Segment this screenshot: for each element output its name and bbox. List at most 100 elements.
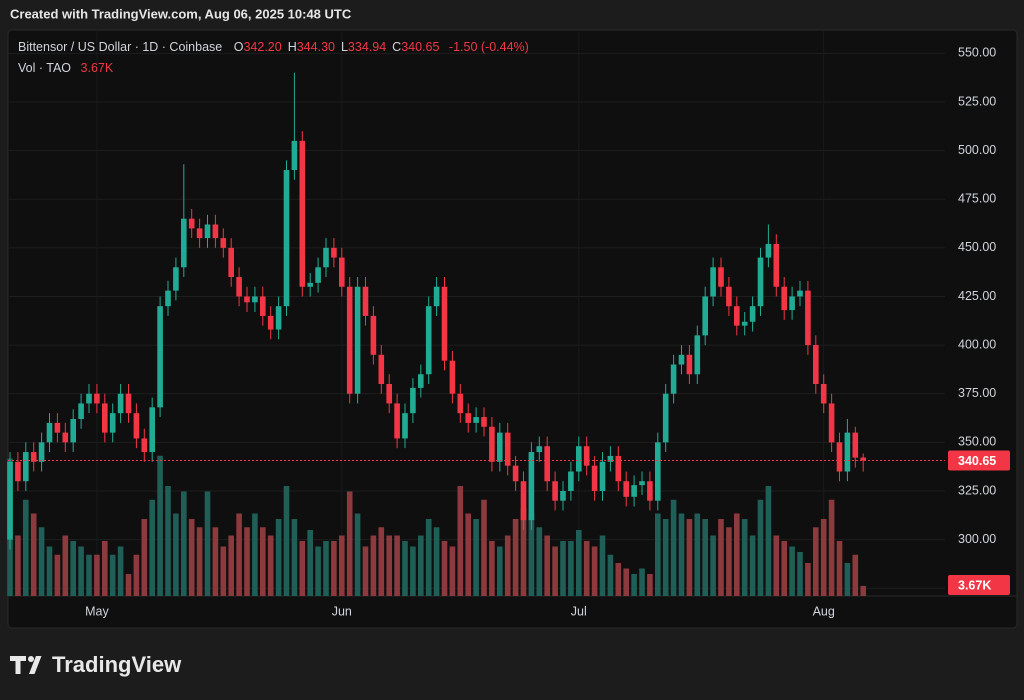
candle-body (741, 321, 748, 326)
volume-bar (528, 513, 535, 596)
candle-body (260, 296, 266, 316)
candle-body (655, 442, 661, 501)
volume-bar (662, 519, 669, 596)
candle-body (386, 383, 392, 404)
volume-bar (323, 541, 329, 596)
volume-bar (149, 499, 155, 596)
candle-body (441, 286, 448, 361)
last-price-badge (948, 450, 1010, 471)
candle-body (749, 306, 756, 322)
candle-body (339, 257, 345, 287)
volume-bar (62, 535, 69, 596)
volume-bar (623, 568, 629, 596)
candle-body (102, 403, 108, 433)
candle-body (15, 461, 21, 482)
volume-bar (741, 519, 748, 596)
candle-body (465, 413, 471, 423)
volume-bar (291, 519, 298, 596)
volume-bar (504, 535, 511, 596)
volume-bar (109, 554, 116, 596)
volume-bar (267, 535, 274, 596)
logo-dot (28, 656, 34, 662)
volume-bar (394, 535, 400, 596)
candle-body (38, 442, 45, 462)
volume-bar (520, 508, 527, 596)
volume-bar (852, 554, 859, 596)
volume-bar (512, 519, 519, 596)
candle-body (797, 290, 803, 297)
candle-body (323, 247, 329, 268)
candle-body (607, 455, 614, 462)
candle-body (378, 354, 385, 384)
volume-bar (46, 546, 53, 596)
candle-body (433, 286, 440, 307)
candle-body (7, 461, 13, 540)
volume-bar (117, 546, 124, 596)
candle-body (244, 296, 250, 303)
volume-bar (441, 541, 448, 596)
candle-body (583, 446, 590, 466)
candle-body (23, 452, 29, 482)
volume-bar (473, 519, 479, 596)
volume-bar (670, 499, 677, 596)
volume-bar (694, 513, 701, 596)
candle-body (457, 393, 464, 414)
candle-body (275, 306, 282, 330)
candle-body (599, 461, 606, 491)
volume-bar (607, 554, 614, 596)
candle-body (354, 286, 361, 394)
candle-body (141, 438, 148, 453)
volume-bar (307, 530, 313, 596)
chart-panel (7, 29, 1018, 629)
volume-bar (418, 535, 424, 596)
candle-body (157, 306, 163, 408)
volume-bar (710, 535, 716, 596)
candle-body (781, 286, 787, 311)
volume-bar (631, 574, 637, 596)
last-price-label: 340.65 (958, 454, 996, 468)
volume-bar (457, 486, 464, 596)
x-tick-label: May (85, 604, 109, 618)
candle-body (694, 335, 701, 375)
candle-body (188, 218, 195, 229)
candle-body (228, 247, 234, 278)
candle-body (149, 407, 155, 453)
volume-bar (860, 585, 866, 596)
volume-bar (275, 519, 282, 596)
candle-body (181, 218, 187, 268)
volume-bar (433, 527, 440, 596)
candle-body (204, 224, 211, 239)
volume-bar (497, 546, 503, 596)
volume-bar (354, 513, 361, 596)
candle-body (86, 393, 92, 404)
candle-body (647, 481, 653, 501)
ohlc-value: 340.65 (401, 40, 439, 54)
y-tick-label: 550.00 (958, 46, 996, 60)
volume-bar (315, 546, 321, 596)
volume-bar (805, 563, 811, 596)
y-tick-label: 350.00 (958, 435, 996, 449)
volume-bar (813, 527, 819, 596)
volume-bar (133, 554, 140, 596)
volume-bar (54, 554, 61, 596)
candle-body (623, 481, 629, 497)
candle-body (370, 315, 377, 355)
volume-bar (70, 541, 76, 596)
volume-bar (773, 535, 780, 596)
volume-bar (212, 527, 219, 596)
candle-body (520, 481, 527, 521)
candle-body (678, 354, 685, 365)
volume-bar (765, 486, 772, 596)
candle-body (212, 224, 219, 239)
candle-body (402, 413, 408, 439)
ohlc-key: H (288, 40, 297, 54)
y-tick-label: 475.00 (958, 192, 996, 206)
volume-bar (425, 519, 432, 596)
volume-bar (260, 527, 266, 596)
y-tick-label: 375.00 (958, 386, 996, 400)
volume-bar (789, 546, 795, 596)
volume-bar (576, 530, 582, 596)
candle-body (544, 446, 550, 482)
candle-body (267, 315, 274, 330)
candle-body (109, 413, 116, 433)
